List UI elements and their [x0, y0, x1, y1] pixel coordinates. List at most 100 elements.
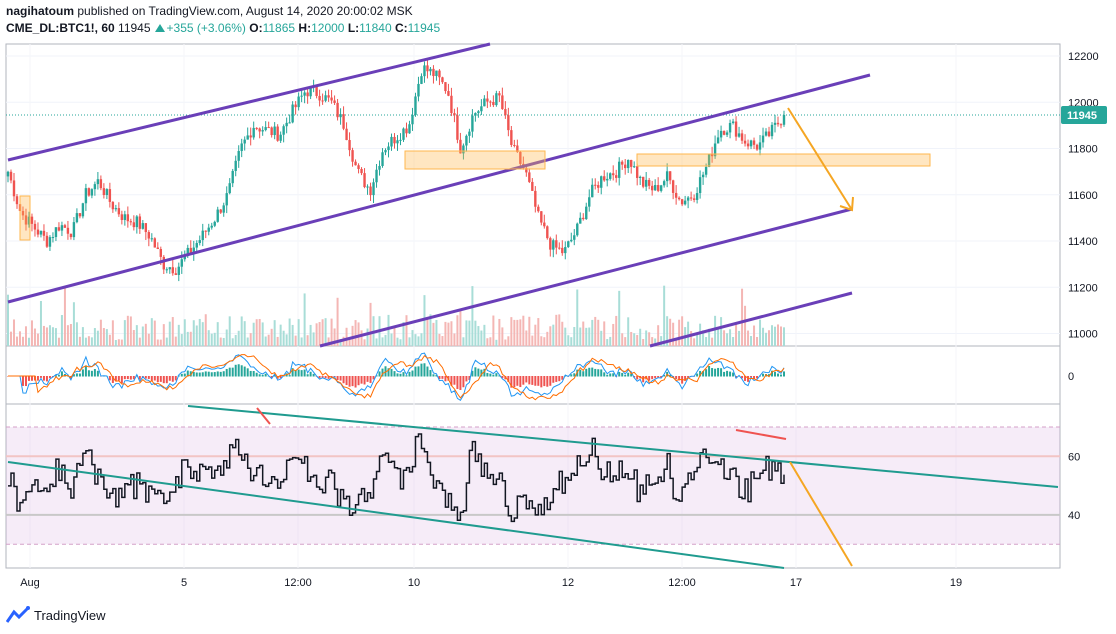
candle-body[interactable] — [309, 87, 312, 97]
candle-body[interactable] — [468, 131, 471, 136]
candle-body[interactable] — [689, 197, 693, 199]
candle-body[interactable] — [381, 152, 384, 166]
candle-body[interactable] — [776, 122, 780, 125]
candle-body[interactable] — [72, 222, 76, 238]
candle-body[interactable] — [6, 171, 10, 177]
candle-body[interactable] — [15, 196, 19, 205]
candle-body[interactable] — [561, 247, 564, 254]
candle-body[interactable] — [737, 133, 741, 137]
channel-trendline[interactable] — [649, 291, 853, 348]
candle-body[interactable] — [366, 186, 369, 188]
candle-body[interactable] — [39, 230, 43, 235]
candle-body[interactable] — [612, 173, 615, 176]
price-pane[interactable] — [6, 58, 1060, 346]
candle-body[interactable] — [330, 97, 333, 101]
candle-body[interactable] — [570, 239, 573, 242]
candle-body[interactable] — [144, 223, 148, 233]
channel-trendline[interactable] — [7, 73, 871, 304]
candle-body[interactable] — [531, 181, 534, 191]
candle-body[interactable] — [537, 206, 540, 212]
candle-body[interactable] — [725, 132, 729, 135]
candle-body[interactable] — [426, 65, 429, 72]
candle-body[interactable] — [243, 139, 246, 144]
candle-body[interactable] — [120, 214, 124, 220]
candle-body[interactable] — [713, 143, 717, 157]
candle-body[interactable] — [752, 140, 756, 145]
candle-body[interactable] — [516, 145, 519, 153]
candle-body[interactable] — [27, 216, 31, 225]
candle-body[interactable] — [629, 159, 633, 167]
candle-body[interactable] — [420, 76, 423, 84]
candle-body[interactable] — [171, 267, 174, 274]
candle-body[interactable] — [734, 121, 738, 137]
rsi-trendline[interactable] — [7, 461, 785, 569]
candle-body[interactable] — [674, 192, 678, 198]
candle-body[interactable] — [390, 136, 393, 147]
candle-body[interactable] — [456, 115, 459, 140]
candle-body[interactable] — [710, 153, 714, 157]
candle-body[interactable] — [507, 115, 510, 131]
candle-body[interactable] — [195, 243, 198, 248]
candle-body[interactable] — [198, 240, 201, 244]
candle-body[interactable] — [285, 122, 288, 127]
author-name[interactable]: nagihatoum — [6, 4, 74, 18]
candle-body[interactable] — [135, 216, 139, 228]
candle-body[interactable] — [591, 184, 594, 198]
candle-body[interactable] — [351, 150, 354, 162]
candle-body[interactable] — [87, 188, 91, 196]
candle-body[interactable] — [24, 215, 28, 225]
candle-body[interactable] — [192, 247, 195, 253]
candle-body[interactable] — [123, 214, 127, 220]
candle-body[interactable] — [635, 166, 639, 178]
candle-body[interactable] — [225, 193, 228, 206]
candle-body[interactable] — [453, 113, 456, 116]
candle-body[interactable] — [51, 237, 55, 239]
candle-body[interactable] — [432, 68, 435, 77]
candle-body[interactable] — [695, 193, 699, 200]
candle-body[interactable] — [621, 161, 624, 165]
candle-body[interactable] — [9, 171, 13, 181]
candle-body[interactable] — [36, 229, 40, 235]
candle-body[interactable] — [519, 152, 522, 164]
candle-body[interactable] — [138, 216, 142, 229]
support-zone[interactable] — [636, 153, 931, 167]
candle-body[interactable] — [731, 121, 735, 124]
candle-body[interactable] — [180, 259, 183, 267]
candle-body[interactable] — [228, 183, 231, 194]
rsi-projection-arrow[interactable] — [789, 461, 853, 567]
candle-body[interactable] — [429, 68, 432, 72]
candle-body[interactable] — [321, 100, 324, 102]
candle-body[interactable] — [779, 124, 783, 126]
candle-body[interactable] — [627, 159, 630, 169]
candle-body[interactable] — [210, 225, 213, 228]
candle-body[interactable] — [177, 266, 180, 275]
candle-body[interactable] — [489, 101, 492, 103]
candle-body[interactable] — [746, 143, 750, 147]
candle-body[interactable] — [333, 100, 336, 103]
candle-body[interactable] — [291, 104, 294, 123]
candle-body[interactable] — [12, 180, 16, 197]
candle-body[interactable] — [57, 227, 61, 231]
candle-body[interactable] — [345, 128, 348, 141]
candle-body[interactable] — [213, 221, 216, 226]
candle-body[interactable] — [588, 197, 591, 207]
candle-body[interactable] — [222, 205, 225, 213]
candle-body[interactable] — [153, 238, 157, 248]
candle-body[interactable] — [558, 247, 561, 249]
candle-body[interactable] — [384, 150, 387, 153]
candle-body[interactable] — [704, 166, 708, 175]
candle-body[interactable] — [680, 199, 684, 205]
candle-body[interactable] — [609, 173, 612, 179]
candle-body[interactable] — [42, 230, 46, 236]
tradingview-logo[interactable]: TradingView — [6, 606, 106, 624]
candle-body[interactable] — [435, 70, 438, 77]
candle-body[interactable] — [279, 134, 282, 141]
candle-body[interactable] — [600, 176, 603, 188]
candle-body[interactable] — [75, 213, 79, 223]
candle-body[interactable] — [677, 197, 681, 200]
candle-body[interactable] — [378, 165, 381, 170]
candle-body[interactable] — [339, 114, 342, 118]
channel-trendline[interactable] — [319, 207, 853, 348]
candle-body[interactable] — [549, 238, 552, 250]
